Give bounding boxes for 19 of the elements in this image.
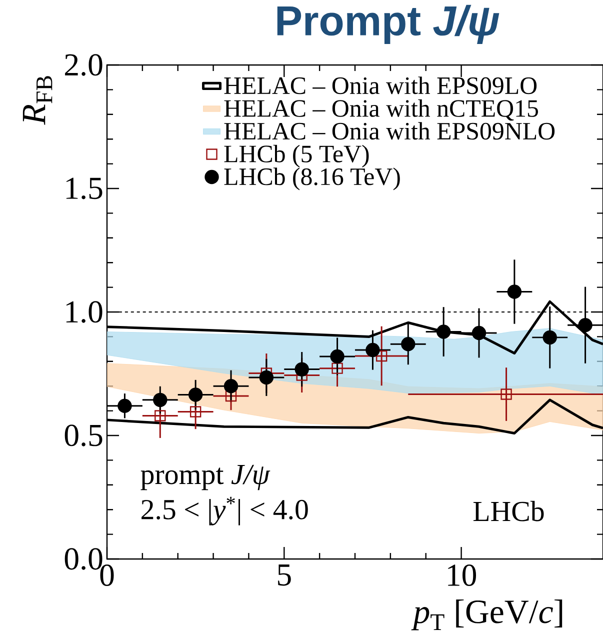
y-tick-label: 1.5 [66,178,102,200]
legend-label: HELAC – Onia with nCTEQ15 [224,99,538,121]
legend-label: LHCb (5 TeV) [224,144,369,168]
y-tick-label: 0.5 [64,424,102,446]
y-tick-label: 0.0 [64,548,102,570]
x-axis-title: p$_{T}$ [GeV/c] [411,599,562,630]
annotation: 2.5 < |y$^{*}$| < 4.0 [142,496,308,526]
legend-label: HELAC – Onia with EPS09NLO [224,122,555,140]
y-tick-label: 2.0 [65,54,102,76]
x-tick-label: 10 [448,564,476,586]
x-tick-label: 5 [278,564,291,586]
y-tick-label: 1.0 [66,301,102,323]
annotation: prompt J/ψ [140,464,270,490]
x-tick-label: 0 [100,564,114,586]
legend-label: HELAC – Onia with EPS09LO [224,76,537,94]
legend-label: LHCb (8.16 TeV) [224,168,400,190]
chart-title: Prompt J/ψ [277,4,500,44]
y-axis-title: R$_{FB}$ [22,76,52,125]
annotation: LHCb [473,500,544,522]
